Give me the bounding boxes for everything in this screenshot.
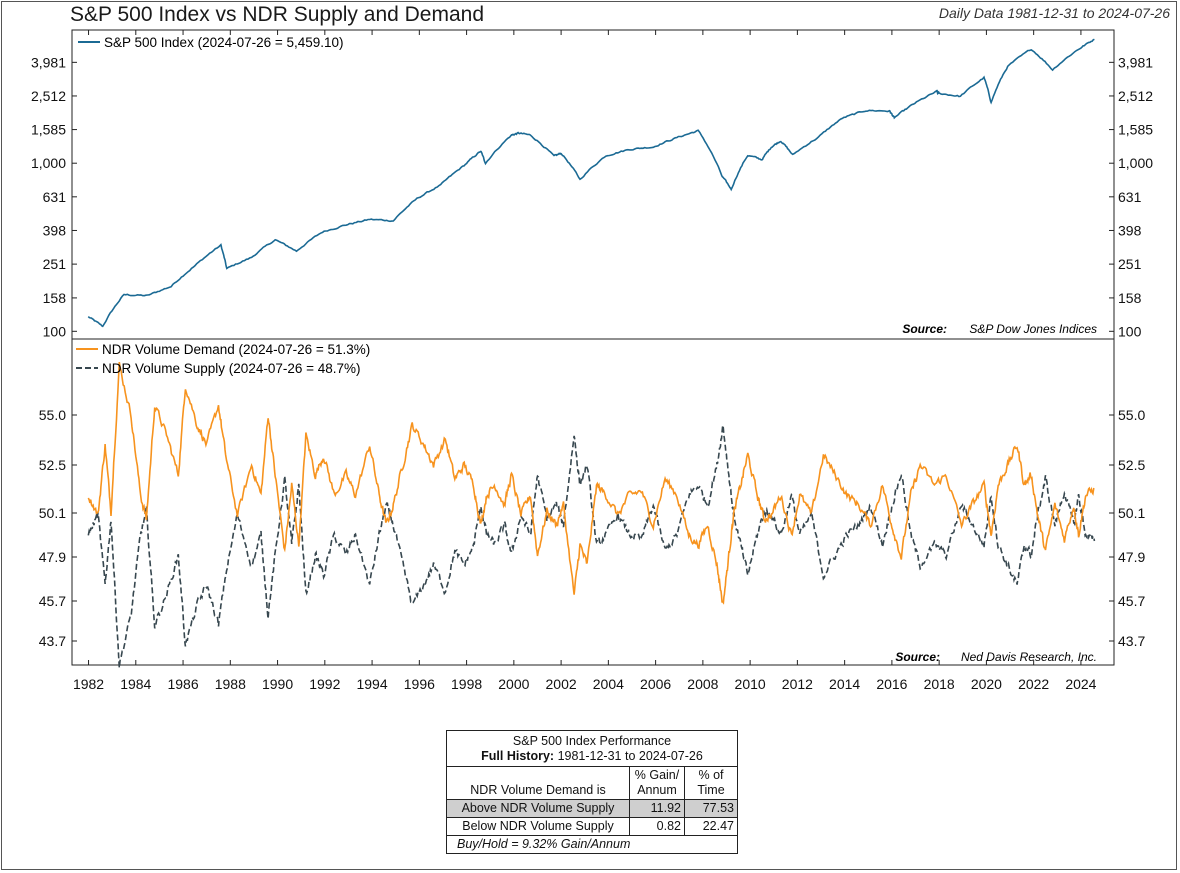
- ndr-y-tick-label-left: 47.9: [39, 549, 66, 565]
- table-history: Full History: 1981-12-31 to 2024-07-26: [447, 749, 737, 764]
- ndr-source-label: Source:: [895, 650, 940, 664]
- sp500-y-tick-label-left: 100: [43, 323, 67, 339]
- demand-legend-label: NDR Volume Demand (2024-07-26 = 51.3%): [102, 342, 370, 357]
- sp500-y-tick-label-right: 631: [1118, 189, 1142, 205]
- x-tick-label: 1996: [404, 676, 435, 692]
- sp500-source: S&P Dow Jones Indices: [969, 322, 1097, 336]
- ndr-y-tick-label-left: 43.7: [39, 633, 66, 649]
- ndr-panel-border: [71, 338, 1115, 666]
- row-label: Below NDR Volume Supply: [447, 817, 630, 836]
- x-tick-label: 2002: [546, 676, 577, 692]
- ndr-y-tick-label-left: 50.1: [39, 505, 66, 521]
- x-tick-label: 2014: [829, 676, 860, 692]
- ndr-y-axis-left: 43.7 45.7 47.9 50.1 52.5 55.0: [39, 407, 77, 649]
- sp500-y-tick-label-right: 158: [1118, 290, 1142, 306]
- ndr-y-tick-label-right: 45.7: [1118, 593, 1145, 609]
- row-gain: 11.92: [629, 799, 685, 818]
- sp500-y-tick-label-left: 1,585: [31, 122, 66, 138]
- sp500-source-label: Source:: [902, 322, 947, 336]
- x-tick-label: 2006: [640, 676, 671, 692]
- sp500-panel-border: [71, 29, 1115, 340]
- sp500-y-tick-label-left: 631: [43, 189, 67, 205]
- full-history-range: 1981-12-31 to 2024-07-26: [557, 749, 703, 763]
- ndr-source: Ned Davis Research, Inc.: [961, 650, 1097, 664]
- ndr-y-tick-label-right: 43.7: [1118, 633, 1145, 649]
- x-tick-label: 1982: [73, 676, 104, 692]
- full-history-label: Full History:: [481, 749, 555, 763]
- x-tick-label: 1988: [215, 676, 246, 692]
- sp500-y-tick-label-right: 1,585: [1118, 122, 1153, 138]
- table-row: Below NDR Volume Supply 0.82 22.47: [447, 817, 737, 836]
- table-title: S&P 500 Index Performance: [512, 734, 672, 748]
- row-label: Above NDR Volume Supply: [447, 799, 630, 818]
- row-time: 77.53: [684, 799, 737, 818]
- x-tick-label: 2010: [735, 676, 766, 692]
- col-time-header-l2: Time: [697, 783, 725, 797]
- chart-title: S&P 500 Index vs NDR Supply and Demand: [70, 3, 485, 26]
- x-tick-label: 2012: [782, 676, 813, 692]
- ndr-y-tick-label-right: 55.0: [1118, 407, 1145, 423]
- row-gain: 0.82: [629, 817, 685, 836]
- x-tick-label: 2018: [924, 676, 955, 692]
- x-axis: 1982 1984 1986 1988 1990 1992 1994 1996 1998 2000…: [73, 30, 1097, 692]
- sp500-y-tick-label-right: 100: [1118, 323, 1142, 339]
- x-tick-label: 2004: [593, 676, 624, 692]
- ndr-y-tick-label-left: 45.7: [39, 593, 66, 609]
- sp500-y-tick-label-left: 158: [43, 290, 67, 306]
- sp500-y-tick-label-left: 398: [43, 222, 67, 238]
- supply-series-line: [87, 425, 1096, 669]
- row-time: 22.47: [684, 817, 737, 836]
- col-gain-header: % Gain/ Annum: [629, 767, 685, 800]
- sp500-y-tick-label-left: 251: [43, 256, 67, 272]
- x-tick-label: 1998: [451, 676, 482, 692]
- x-tick-label: 1992: [309, 676, 340, 692]
- col-time-header: % of Time: [684, 767, 737, 800]
- table-footer: Buy/Hold = 9.32% Gain/Annum: [457, 837, 631, 851]
- table-column-headers: NDR Volume Demand is % Gain/ Annum % of …: [447, 767, 737, 800]
- supply-legend-label: NDR Volume Supply (2024-07-26 = 48.7%): [102, 361, 361, 376]
- table-header: S&P 500 Index Performance Full History: …: [447, 731, 737, 767]
- sp500-y-tick-label-left: 2,512: [31, 88, 66, 104]
- x-tick-label: 2020: [971, 676, 1002, 692]
- sp500-y-tick-label-right: 398: [1118, 222, 1142, 238]
- ndr-y-tick-label-left: 55.0: [39, 407, 66, 423]
- x-tick-label: 1984: [120, 676, 151, 692]
- x-tick-label: 2024: [1065, 676, 1096, 692]
- sp500-y-axis-right: 100 158 251 398 631 1,000 1,585 2,512 3,981: [1109, 54, 1153, 339]
- col-time-header-l1: % of: [698, 768, 724, 782]
- sp500-y-tick-label-right: 251: [1118, 256, 1142, 272]
- ndr-legend: NDR Volume Demand (2024-07-26 = 51.3%) N…: [76, 342, 370, 376]
- x-tick-label: 1986: [167, 676, 198, 692]
- performance-table: S&P 500 Index Performance Full History: …: [446, 730, 738, 854]
- sp500-y-tick-label-right: 2,512: [1118, 88, 1153, 104]
- x-tick-label: 2000: [498, 676, 529, 692]
- ndr-y-tick-label-right: 50.1: [1118, 505, 1145, 521]
- x-tick-label: 2016: [876, 676, 907, 692]
- col-gain-header-l2: Annum: [637, 783, 677, 797]
- demand-series-line: [87, 361, 1095, 605]
- table-row: Above NDR Volume Supply 11.92 77.53: [447, 799, 737, 818]
- ndr-y-tick-label-right: 52.5: [1118, 457, 1145, 473]
- sp500-series-line: [87, 38, 1095, 328]
- ndr-y-tick-label-left: 52.5: [39, 457, 66, 473]
- x-tick-label: 2022: [1018, 676, 1049, 692]
- sp500-y-tick-label-left: 3,981: [31, 54, 66, 70]
- sp500-legend-label: S&P 500 Index (2024-07-26 = 5,459.10): [104, 35, 344, 50]
- x-tick-label: 1994: [356, 676, 387, 692]
- x-tick-label: 1990: [262, 676, 293, 692]
- sp500-legend: S&P 500 Index (2024-07-26 = 5,459.10): [78, 35, 344, 50]
- chart-subtitle: Daily Data 1981-12-31 to 2024-07-26: [938, 5, 1170, 21]
- ndr-y-axis-right: 43.7 45.7 47.9 50.1 52.5 55.0: [1109, 407, 1145, 649]
- sp500-y-tick-label-right: 1,000: [1118, 155, 1153, 171]
- sp500-y-tick-label-left: 1,000: [31, 155, 66, 171]
- x-tick-label: 2008: [687, 676, 718, 692]
- sp500-y-axis-left: 100 158 251 398 631 1,000 1,585 2,512 3,981: [31, 54, 77, 339]
- col-gain-header-l1: % Gain/: [634, 768, 680, 782]
- col-demand-header: NDR Volume Demand is: [447, 767, 630, 800]
- sp500-y-tick-label-right: 3,981: [1118, 54, 1153, 70]
- ndr-y-tick-label-right: 47.9: [1118, 549, 1145, 565]
- performance-grid: NDR Volume Demand is % Gain/ Annum % of …: [447, 767, 737, 836]
